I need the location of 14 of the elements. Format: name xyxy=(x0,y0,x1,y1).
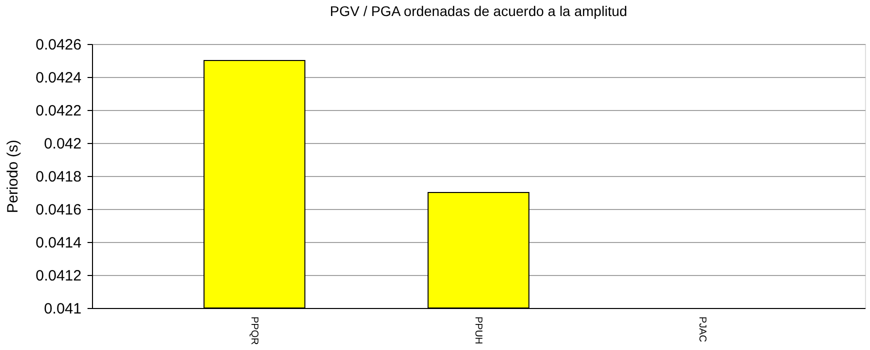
y-tick-label: 0.041 xyxy=(44,300,82,318)
y-axis-title: Periodo (s) xyxy=(4,140,22,214)
y-tick-label: 0.0422 xyxy=(36,102,82,120)
x-tick-label: PPUH xyxy=(472,316,484,344)
y-tick-label: 0.042 xyxy=(44,136,82,152)
y-tick-label: 0.0426 xyxy=(36,36,82,54)
y-tick-label: 0.0412 xyxy=(36,268,82,284)
y-tick-label: 0.0418 xyxy=(36,168,82,186)
x-tick-label: PJAC xyxy=(696,316,708,342)
y-tick-label: 0.0424 xyxy=(36,70,82,86)
x-tick-label: PPQR xyxy=(248,316,260,345)
chart-title: PGV / PGA ordenadas de acuerdo a la amplitud xyxy=(330,3,628,19)
y-tick-label: 0.0416 xyxy=(36,202,82,218)
y-tick-label: 0.0414 xyxy=(36,234,82,252)
